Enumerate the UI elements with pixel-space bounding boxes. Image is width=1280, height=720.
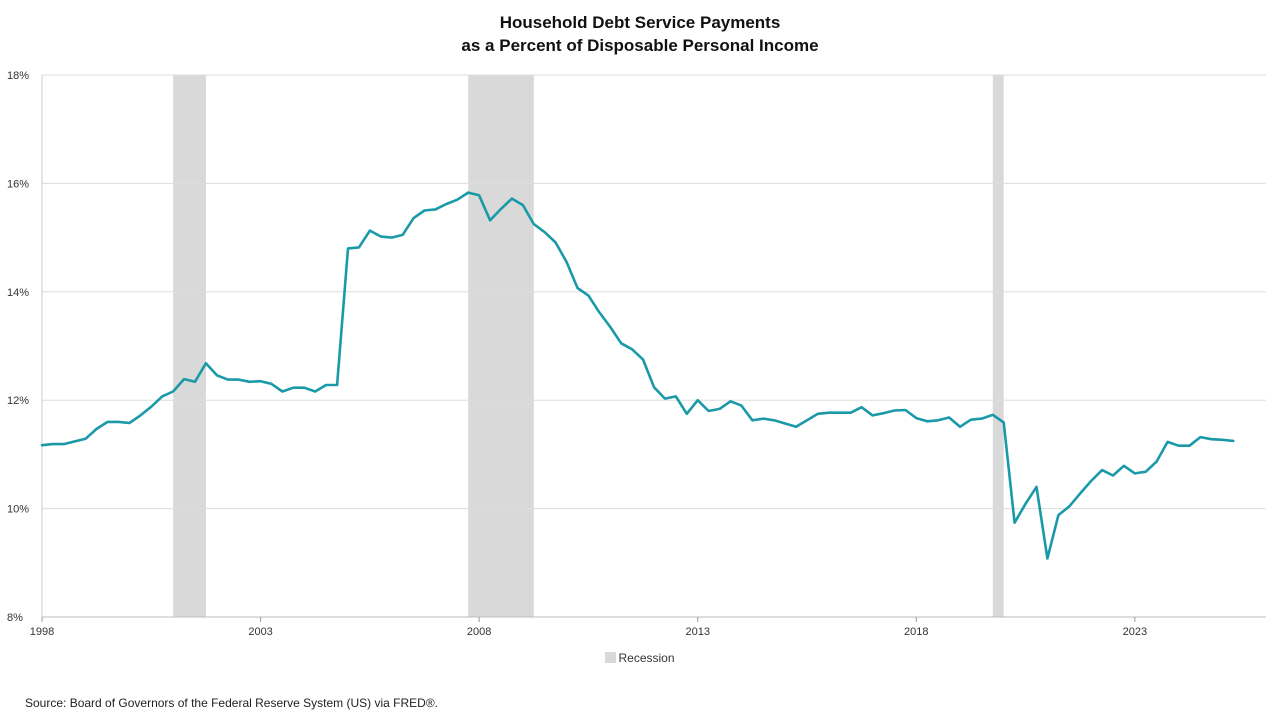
gridlines — [42, 74, 1266, 618]
y-tick-label-10: 10% — [7, 504, 29, 516]
recession-band-1 — [173, 75, 206, 617]
y-tick-label-18: 18% — [7, 70, 29, 82]
series-layer — [40, 191, 1235, 560]
chart-title-line-1: Household Debt Service Payments — [499, 13, 781, 32]
y-tick-label-8: 8% — [7, 612, 23, 624]
legend-recession-label: Recession — [618, 651, 675, 665]
recession-band-3 — [992, 75, 1004, 617]
recession-bands — [173, 75, 1004, 617]
x-tick-label-2013: 2013 — [685, 626, 709, 638]
recession-band-2 — [468, 75, 534, 617]
x-tick-label-2018: 2018 — [904, 626, 928, 638]
x-tick-label-2008: 2008 — [467, 626, 491, 638]
y-tick-label-12: 12% — [7, 395, 29, 407]
chart-title: Household Debt Service Payments as a Per… — [0, 11, 1280, 57]
source-note: Source: Board of Governors of the Federa… — [25, 696, 438, 710]
series-line — [40, 191, 1235, 560]
x-tick-label-1998: 1998 — [30, 626, 54, 638]
y-tick-label-16: 16% — [7, 178, 29, 190]
x-tick-label-2003: 2003 — [248, 626, 272, 638]
legend: Recession — [0, 651, 1280, 665]
chart-title-line-2: as a Percent of Disposable Personal Inco… — [461, 36, 819, 55]
y-tick-label-14: 14% — [7, 287, 29, 299]
legend-recession-swatch — [605, 652, 617, 663]
axes: 8% 10% 12% 14% 16% 18% 1998 2003 2008 2013 2018 202… — [7, 70, 1147, 638]
x-tick-label-2023: 2023 — [1123, 626, 1147, 638]
